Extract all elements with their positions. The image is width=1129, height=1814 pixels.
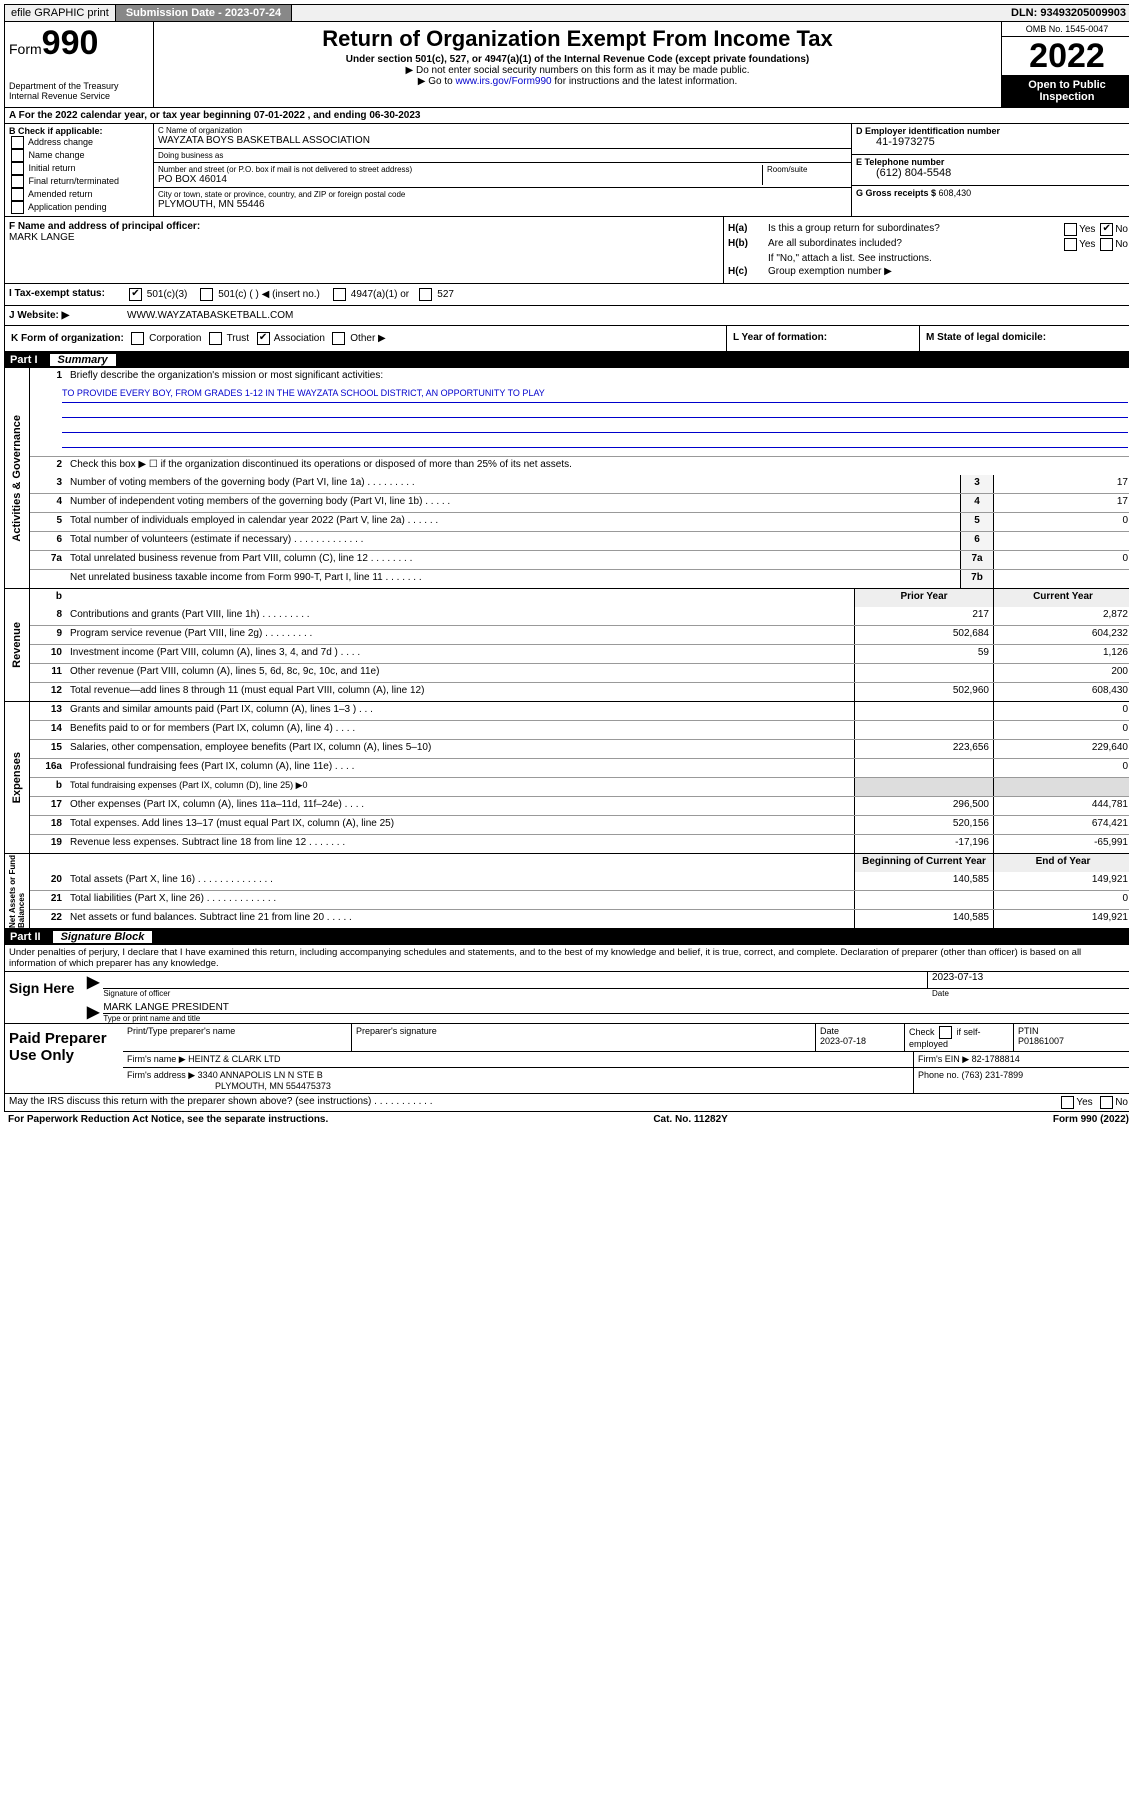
org-street: PO BOX 46014 <box>158 174 762 185</box>
org-name: WAYZATA BOYS BASKETBALL ASSOCIATION <box>158 135 847 146</box>
col-b-checkboxes: B Check if applicable: Address change Na… <box>5 124 154 216</box>
firm-addr2: PLYMOUTH, MN 554475373 <box>127 1081 909 1091</box>
part-2-header: Part II Signature Block <box>4 929 1129 945</box>
dept-label: Department of the Treasury Internal Reve… <box>9 81 149 101</box>
governance-block: Activities & Governance 1 Briefly descri… <box>4 368 1129 589</box>
prep-date: 2023-07-18 <box>820 1036 900 1046</box>
open-public-badge: Open to Public Inspection <box>1002 75 1129 107</box>
bottom-note: For Paperwork Reduction Act Notice, see … <box>4 1112 1129 1127</box>
col-de: D Employer identification number 41-1973… <box>851 124 1129 216</box>
form-title: Return of Organization Exempt From Incom… <box>158 26 997 52</box>
row-j-website: J Website: ▶ WWW.WAYZATABASKETBALL.COM <box>4 306 1129 326</box>
row-a-tax-year: A For the 2022 calendar year, or tax yea… <box>4 108 1129 124</box>
sign-date: 2023-07-13 <box>927 972 1129 989</box>
efile-label: efile GRAPHIC print <box>5 5 116 21</box>
subtitle-3: ▶ Go to www.irs.gov/Form990 for instruct… <box>158 76 997 87</box>
tax-year: 2022 <box>1002 37 1129 75</box>
firm-phone: (763) 231-7899 <box>962 1070 1024 1080</box>
expenses-block: Expenses 13Grants and similar amounts pa… <box>4 702 1129 854</box>
firm-name: HEINTZ & CLARK LTD <box>188 1054 280 1064</box>
ein: 41-1973275 <box>856 136 1128 148</box>
form-number: Form990 <box>9 24 149 63</box>
mission-text: TO PROVIDE EVERY BOY, FROM GRADES 1-12 I… <box>62 388 1128 403</box>
revenue-block: Revenue b Prior Year Current Year 8Contr… <box>4 589 1129 702</box>
irs-link[interactable]: www.irs.gov/Form990 <box>455 76 551 87</box>
firm-addr1: 3340 ANNAPOLIS LN N STE B <box>198 1070 323 1080</box>
submission-date: Submission Date - 2023-07-24 <box>116 5 292 21</box>
phone: (612) 804-5548 <box>856 167 1128 179</box>
form-header: Form990 Department of the Treasury Inter… <box>4 22 1129 108</box>
website: WWW.WAYZATABASKETBALL.COM <box>123 306 1129 325</box>
irs-discuss-row: May the IRS discuss this return with the… <box>4 1094 1129 1112</box>
section-bcde: B Check if applicable: Address change Na… <box>4 124 1129 217</box>
ptin: P01861007 <box>1018 1036 1128 1046</box>
top-bar: efile GRAPHIC print Submission Date - 20… <box>4 4 1129 22</box>
omb-number: OMB No. 1545-0047 <box>1002 22 1129 37</box>
dln: DLN: 93493205009903 <box>1005 5 1129 21</box>
sign-here-block: Sign Here ▶ 2023-07-13 Signature of offi… <box>4 972 1129 1024</box>
firm-ein: 82-1788814 <box>972 1054 1020 1064</box>
org-city: PLYMOUTH, MN 55446 <box>158 199 847 210</box>
row-klm: K Form of organization: Corporation Trus… <box>4 326 1129 352</box>
col-c-org-info: C Name of organization WAYZATA BOYS BASK… <box>154 124 851 216</box>
officer-name-title: MARK LANGE PRESIDENT <box>103 1002 1129 1014</box>
row-i-tax-status: I Tax-exempt status: 501(c)(3) 501(c) ( … <box>4 284 1129 306</box>
paid-preparer-block: Paid Preparer Use Only Print/Type prepar… <box>4 1024 1129 1094</box>
officer-name: MARK LANGE <box>9 232 719 243</box>
part-1-header: Part I Summary <box>4 352 1129 368</box>
section-fh: F Name and address of principal officer:… <box>4 217 1129 284</box>
gross-receipts: 608,430 <box>939 188 972 198</box>
subtitle-2: ▶ Do not enter social security numbers o… <box>158 65 997 76</box>
signature-declaration: Under penalties of perjury, I declare th… <box>4 945 1129 972</box>
net-assets-block: Net Assets or Fund Balances Beginning of… <box>4 854 1129 929</box>
subtitle-1: Under section 501(c), 527, or 4947(a)(1)… <box>158 54 997 65</box>
